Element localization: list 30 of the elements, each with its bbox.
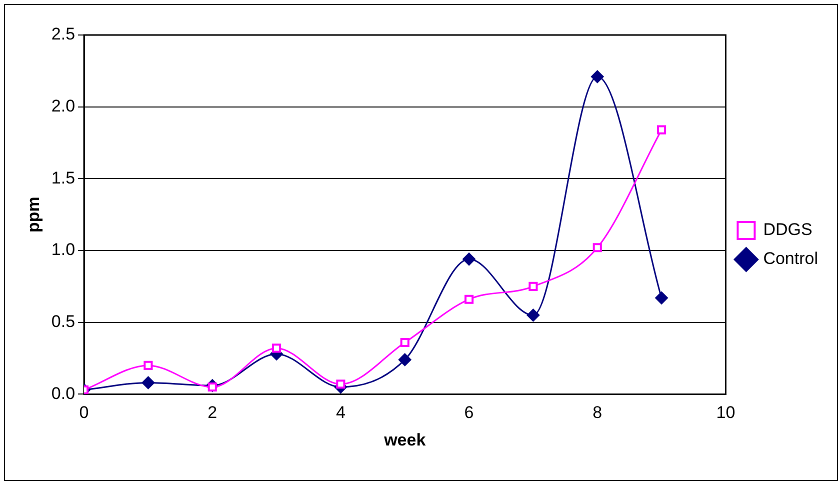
point [398,353,412,366]
y-tick-label: 0.0 [51,384,76,403]
point [655,291,668,304]
point [528,282,538,291]
point [464,294,474,304]
point [272,344,282,353]
x-tick-label: 0 [79,403,89,422]
x-tick-label: 2 [208,403,218,422]
point [400,338,410,348]
x-axis-title: week [383,430,426,450]
y-tick-label: 1.0 [51,240,76,260]
point [144,360,153,370]
y-axis-title: ppm [24,196,43,233]
legend-label: Control [763,249,818,268]
point [590,70,604,84]
point [526,308,540,322]
y-tick-label: 2.5 [51,24,76,44]
legend-label: DDGS [763,220,812,240]
y-tick-label: 0.5 [51,312,76,332]
point [142,376,155,390]
point [656,125,666,134]
y-tick-label: 1.5 [51,168,76,188]
point [336,380,346,389]
x-tick-label: 6 [464,403,474,422]
y-tick-label: 2.0 [51,96,76,116]
x-tick-label: 10 [716,403,736,422]
x-tick-label: 8 [592,403,602,422]
point [592,243,602,252]
x-tick-label: 4 [336,403,346,422]
point [462,252,476,266]
